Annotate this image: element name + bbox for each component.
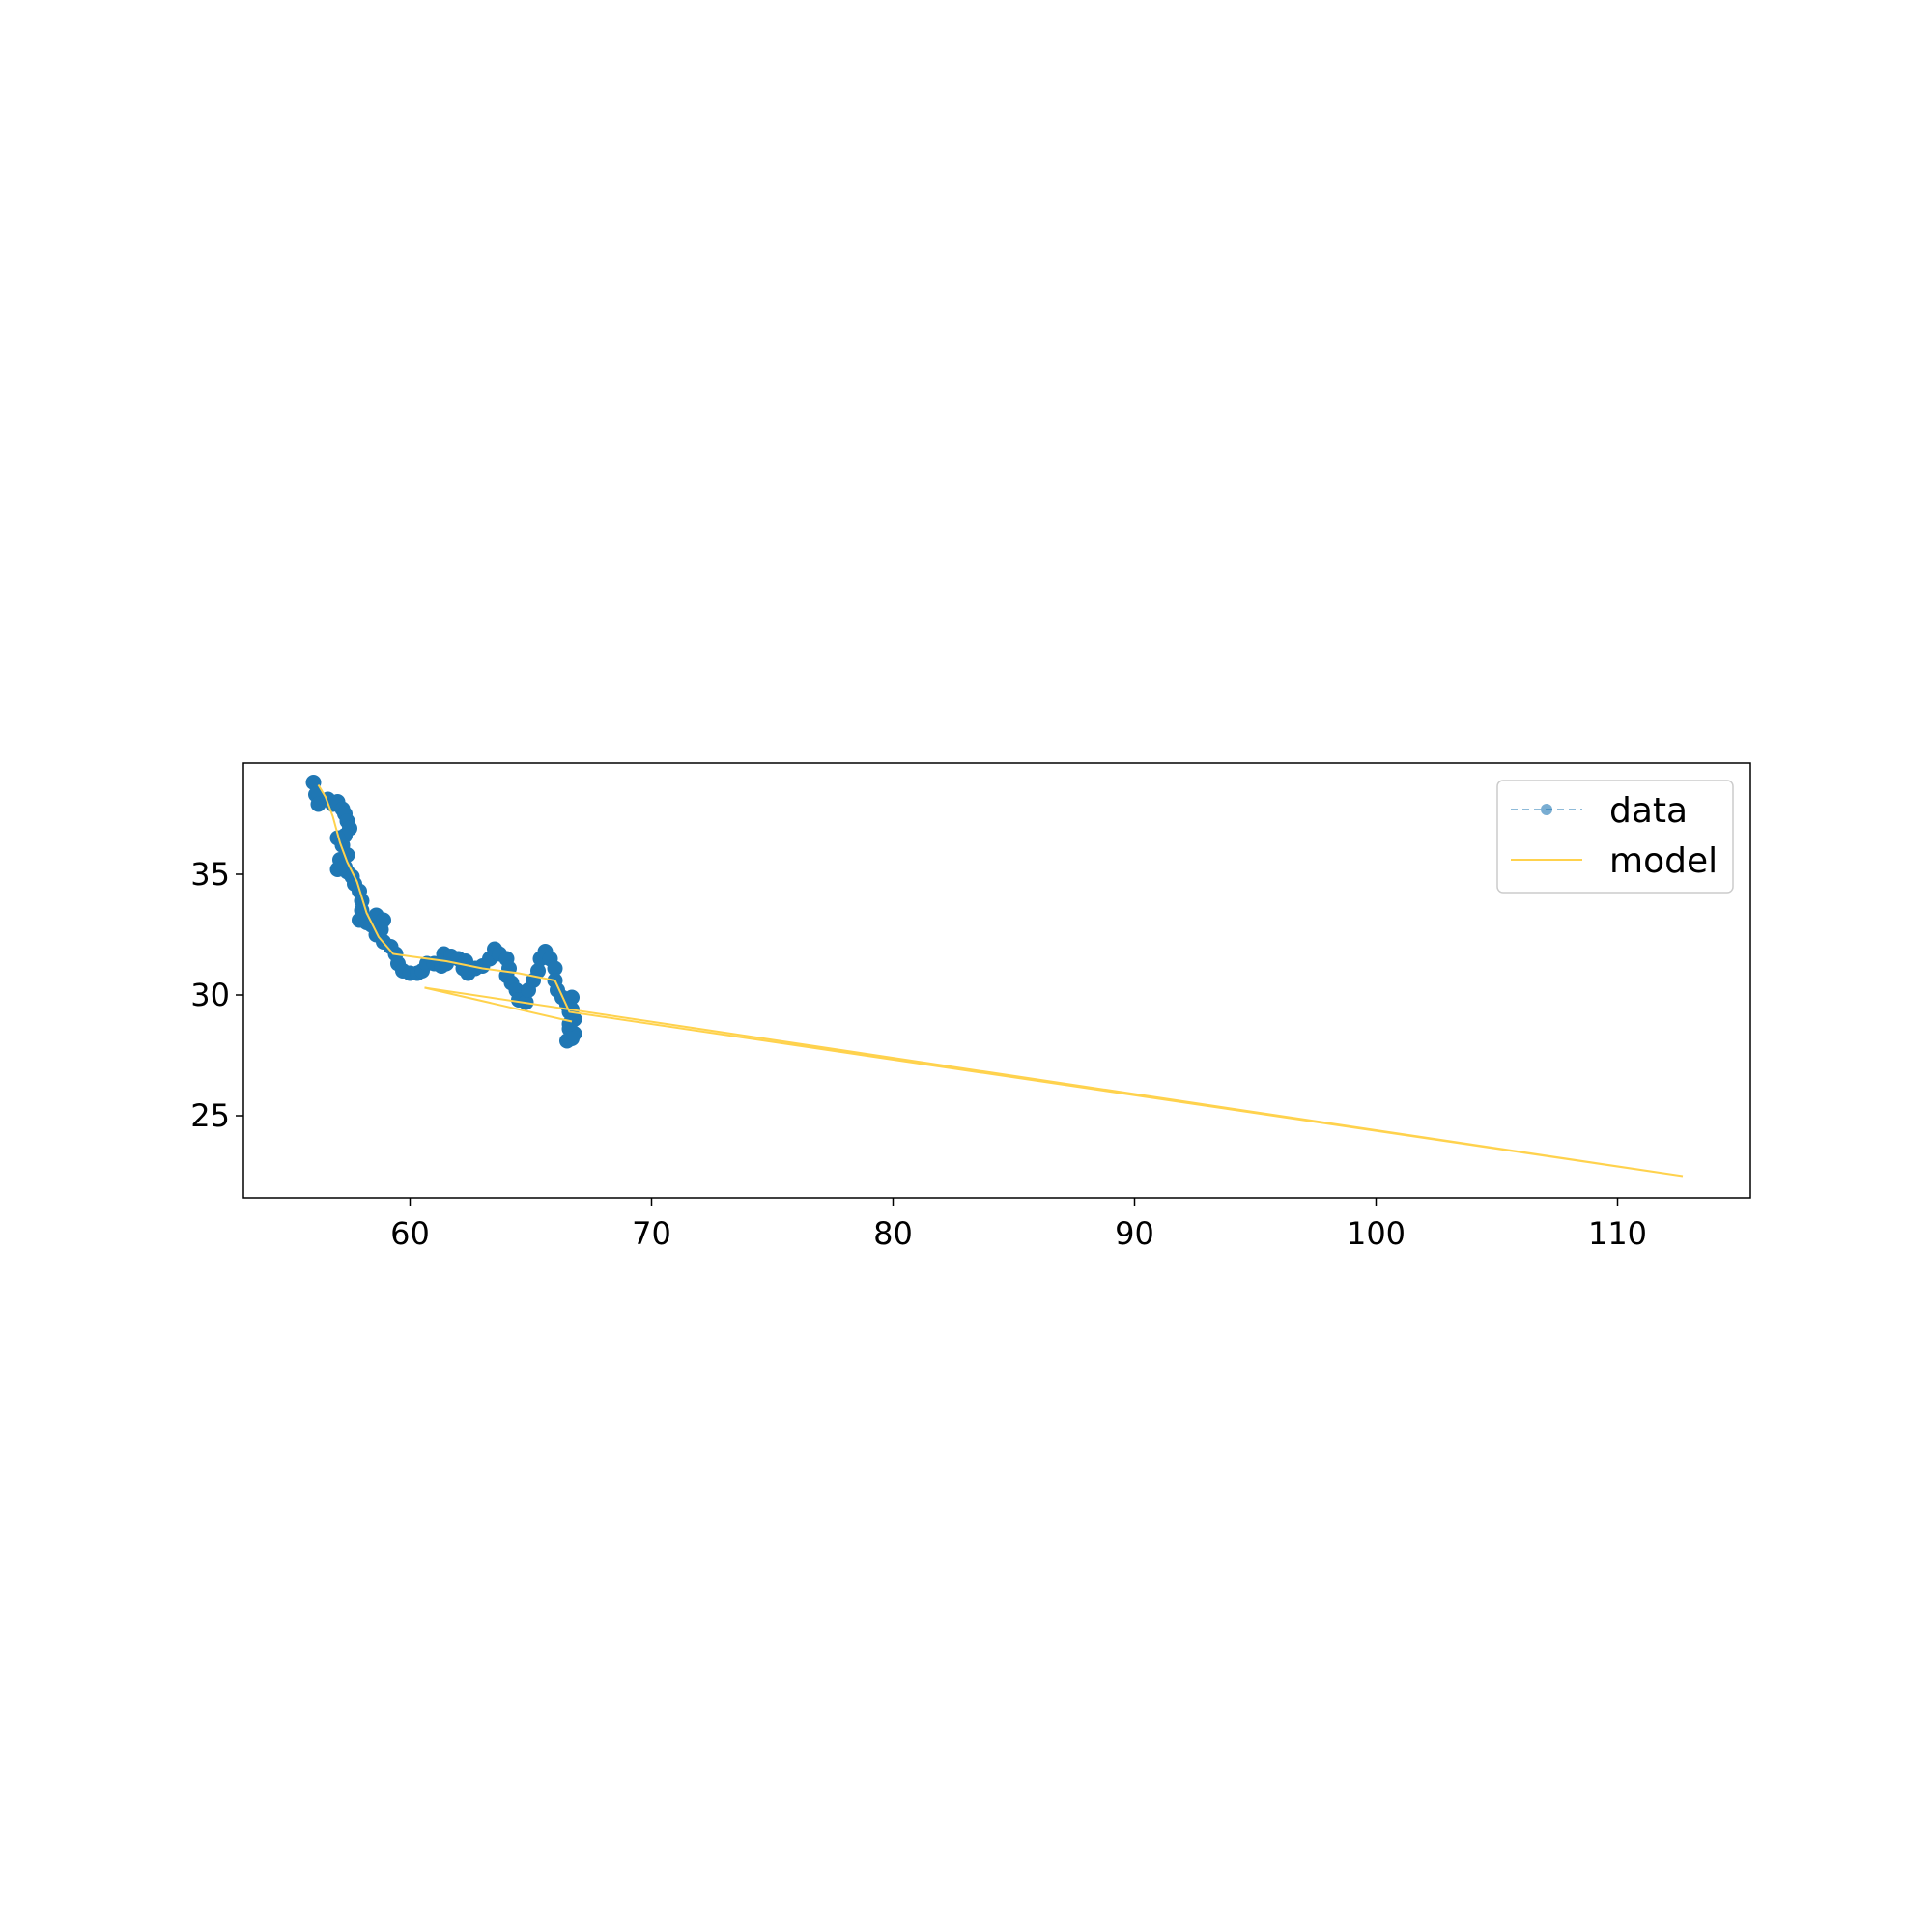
- legend: data model: [1496, 780, 1734, 894]
- legend-entry-model: model: [1609, 841, 1718, 881]
- data-point: [564, 989, 580, 1006]
- x-tick-label: 80: [873, 1215, 913, 1252]
- axes-frame: [242, 762, 1751, 1199]
- x-axis: 60 70 80 90 100 110: [390, 1198, 1647, 1252]
- x-tick-label: 60: [390, 1215, 430, 1252]
- plot-area: [305, 775, 1684, 1178]
- data-point: [305, 775, 322, 790]
- x-tick-label: 100: [1347, 1215, 1406, 1252]
- legend-box: [1496, 780, 1734, 894]
- legend-data-marker: [1541, 804, 1552, 815]
- data-point: [561, 1016, 578, 1032]
- data-point: [547, 960, 563, 977]
- y-tick-label: 25: [190, 1097, 230, 1134]
- y-axis: 25 30 35: [190, 856, 243, 1134]
- x-tick-label: 90: [1115, 1215, 1154, 1252]
- series-model-line: [317, 783, 1684, 1178]
- x-tick-label: 70: [632, 1215, 671, 1252]
- x-tick-label: 110: [1588, 1215, 1647, 1252]
- legend-entry-data: data: [1609, 791, 1688, 831]
- y-tick-label: 30: [190, 977, 230, 1013]
- y-tick-label: 35: [190, 856, 230, 893]
- data-point: [530, 963, 546, 979]
